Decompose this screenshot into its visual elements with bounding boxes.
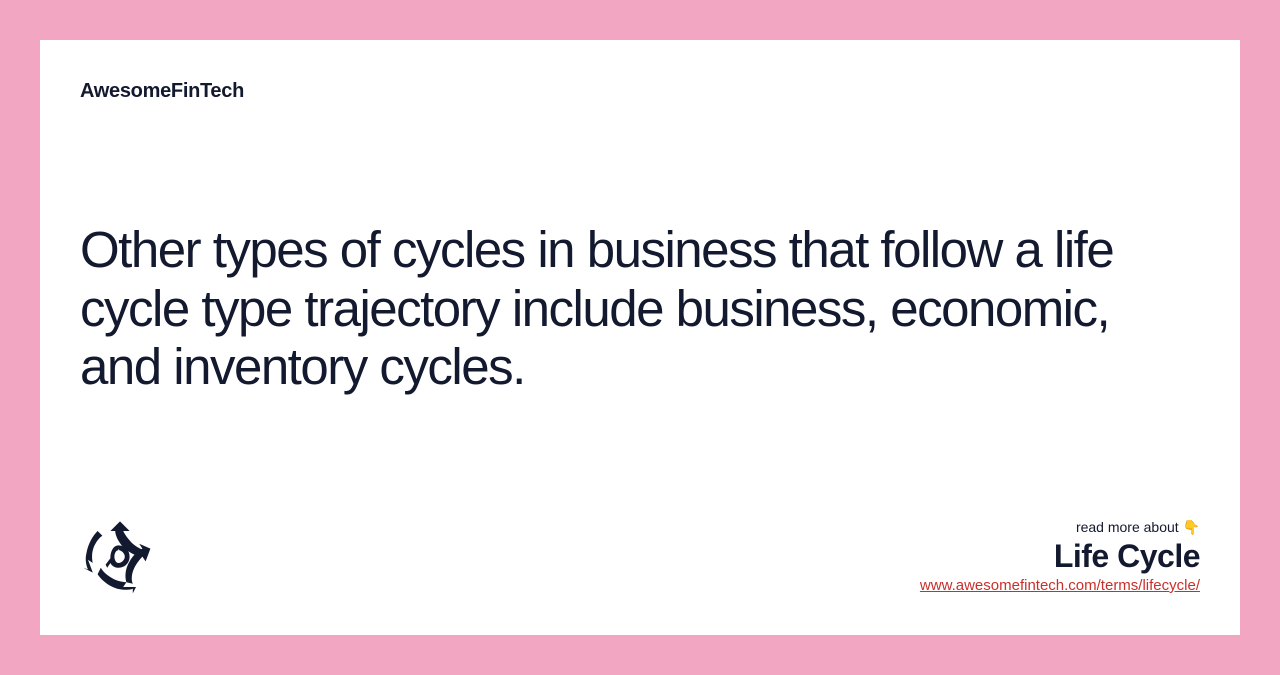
info-card: AwesomeFinTech Other types of cycles in … [40, 40, 1240, 635]
recycle-leaf-icon [80, 515, 160, 595]
article-title: Life Cycle [920, 538, 1200, 575]
card-footer: read more about 👇 Life Cycle www.awesome… [80, 515, 1200, 595]
footer-info: read more about 👇 Life Cycle www.awesome… [920, 519, 1200, 595]
content-area: Other types of cycles in business that f… [80, 103, 1200, 515]
headline-text: Other types of cycles in business that f… [80, 221, 1200, 397]
read-more-label: read more about 👇 [920, 519, 1200, 536]
brand-name: AwesomeFinTech [80, 80, 1200, 103]
article-url-link[interactable]: www.awesomefintech.com/terms/lifecycle/ [920, 577, 1200, 594]
